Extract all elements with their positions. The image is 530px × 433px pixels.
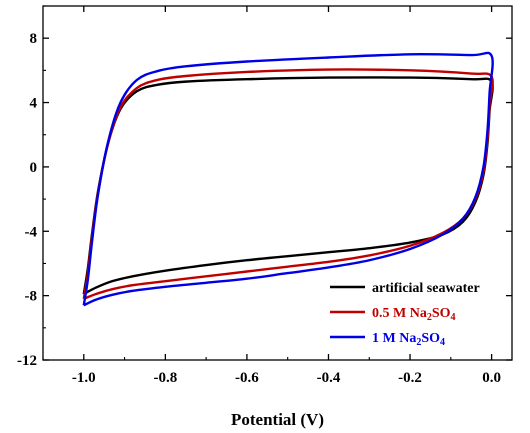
series-line-1 [82, 76, 494, 296]
x-tick-label: -0.6 [235, 370, 259, 386]
x-tick-label: -1.0 [72, 370, 96, 386]
y-tick-label: 4 [30, 96, 38, 112]
x-tick-label: 0.0 [482, 370, 501, 386]
legend-label: 0.5 M Na2SO4 [372, 306, 456, 323]
plot-lines [82, 51, 494, 307]
series-line-2 [82, 68, 494, 300]
legend: artificial seawater 0.5 M Na2SO4 1 M Na2SO… [330, 281, 480, 348]
y-tick-label: -4 [25, 224, 38, 240]
x-axis-title: Potential (V) [231, 410, 324, 429]
tick-labels: -1.0 -0.8 -0.6 -0.4 -0.2 0.0 -12 -8 -4 0 4 8 [17, 31, 501, 386]
plot-frame [42, 5, 513, 361]
y-tick-label: -12 [17, 353, 37, 369]
x-tick-label: -0.8 [153, 370, 177, 386]
y-tick-label: 8 [30, 31, 38, 47]
axis-ticks [42, 5, 512, 361]
legend-label: artificial seawater [372, 281, 480, 296]
x-tick-label: -0.2 [398, 370, 422, 386]
series-line-3 [82, 51, 494, 307]
y-tick-label: -8 [25, 289, 38, 305]
legend-label: 1 M Na2SO4 [372, 331, 445, 348]
y-tick-label: 0 [30, 160, 38, 176]
x-tick-label: -0.4 [317, 370, 341, 386]
